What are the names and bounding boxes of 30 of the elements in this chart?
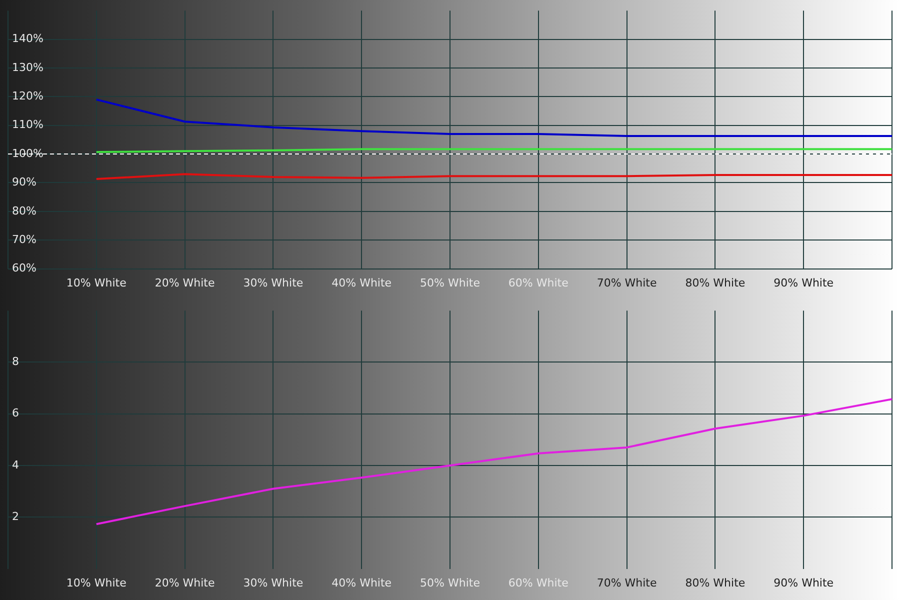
x-tick-label: 90% White: [774, 576, 834, 590]
x-tick-label: 80% White: [685, 576, 746, 590]
x-tick-label: 70% White: [596, 576, 657, 590]
y-tick-label: 130%: [12, 60, 44, 74]
x-tick-label: 70% White: [596, 276, 657, 290]
x-tick-label: 20% White: [154, 276, 215, 290]
y-tick-label: 2: [12, 510, 19, 524]
x-tick-label: 10% White: [66, 576, 127, 590]
y-tick-label: 60%: [12, 262, 36, 275]
x-tick-label: 30% White: [243, 576, 304, 590]
y-tick-label: 90%: [12, 176, 36, 189]
y-tick-label: 70%: [12, 232, 36, 246]
y-tick-label: 120%: [12, 90, 44, 103]
x-tick-label: 40% White: [332, 576, 392, 590]
y-tick-label: 110%: [12, 118, 44, 132]
x-tick-label: 20% White: [154, 576, 215, 590]
y-tick-label: 4: [12, 458, 19, 472]
x-tick-label: 30% White: [243, 276, 304, 290]
x-tick-label: 50% White: [420, 276, 480, 290]
x-tick-label: 50% White: [420, 576, 480, 590]
y-tick-label: 8: [12, 355, 19, 368]
x-tick-label: 40% White: [332, 276, 392, 290]
x-tick-label: 80% White: [685, 276, 746, 290]
y-tick-label: 80%: [12, 204, 36, 218]
y-tick-label: 6: [12, 406, 19, 420]
x-tick-label: 10% White: [66, 276, 127, 290]
y-tick-label: 140%: [12, 32, 44, 46]
x-tick-label: 60% White: [508, 576, 569, 590]
x-tick-label: 90% White: [774, 276, 834, 290]
x-tick-label: 60% White: [508, 276, 569, 290]
